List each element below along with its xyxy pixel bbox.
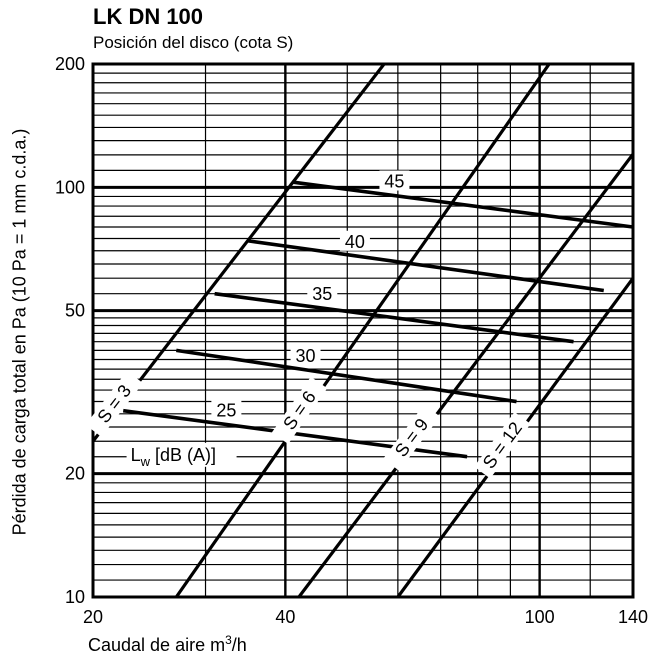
lw-annotation-bg xyxy=(126,442,237,467)
sound-label-25: 25 xyxy=(216,400,236,420)
position-line-s6 xyxy=(174,64,551,597)
sound-line-45 xyxy=(291,180,633,229)
position-label-bg xyxy=(383,404,441,471)
sound-line-40 xyxy=(248,239,605,293)
x-tick-label-100: 100 xyxy=(525,607,555,627)
y-tick-label-10: 10 xyxy=(65,587,85,607)
y-tick-label-20: 20 xyxy=(65,464,85,484)
position-label-bg xyxy=(474,411,531,479)
x-tick-label-20: 20 xyxy=(83,607,103,627)
chart-subtitle: Posición del disco (cota S) xyxy=(93,33,294,52)
sound-label-bg-45 xyxy=(379,170,410,191)
sound-label-bg-40 xyxy=(339,230,370,251)
chart-title: LK DN 100 xyxy=(93,4,204,29)
x-tick-label-40: 40 xyxy=(275,607,295,627)
sound-label-bg-30 xyxy=(290,344,321,365)
x-axis-label-suffix: /h xyxy=(231,635,247,655)
position-label-bg xyxy=(85,370,143,437)
position-label-s12: S = 12 xyxy=(479,418,526,472)
y-tick-label-200: 200 xyxy=(55,54,85,74)
sound-label-bg-25 xyxy=(211,399,242,420)
plot-border xyxy=(91,62,635,599)
x-tick-label-140: 140 xyxy=(618,607,648,627)
sound-label-30: 30 xyxy=(296,346,316,366)
lw-annotation: Lw [dB (A)] xyxy=(131,445,216,469)
position-line-s9 xyxy=(297,153,633,597)
sound-line-35 xyxy=(214,291,574,344)
sound-label-40: 40 xyxy=(345,232,365,252)
series-lines xyxy=(93,64,633,597)
y-tick-label-50: 50 xyxy=(65,301,85,321)
position-label-bg xyxy=(271,376,328,444)
x-axis-label-exponent: 3 xyxy=(225,633,232,647)
plot-frame xyxy=(91,62,635,599)
x-axis-label: Caudal de aire m3/h xyxy=(88,633,247,656)
sound-label-35: 35 xyxy=(312,284,332,304)
x-axis-label-text: Caudal de aire m xyxy=(88,635,226,655)
position-label-group-12: S = 12 xyxy=(474,411,531,479)
y-tick-label-100: 100 xyxy=(55,177,85,197)
sound-line-30 xyxy=(176,348,517,404)
position-line-s3 xyxy=(93,64,386,443)
sound-label-45: 45 xyxy=(384,172,404,192)
sound-label-bg-35 xyxy=(307,283,338,304)
